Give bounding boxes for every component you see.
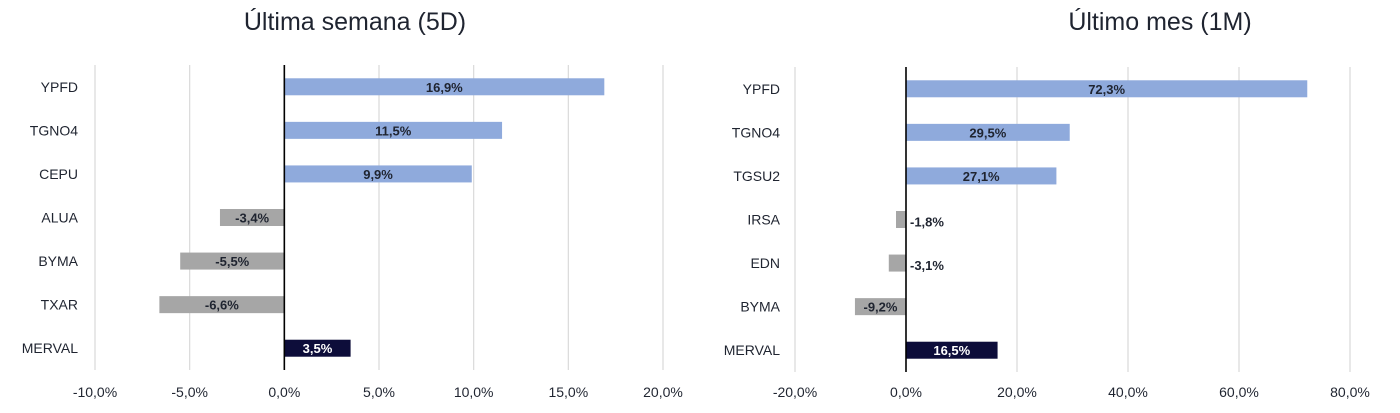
x-tick-label: 10,0% (454, 384, 494, 400)
data-label: 11,5% (375, 123, 412, 138)
category-label: MERVAL (22, 340, 78, 356)
category-label: TXAR (41, 297, 78, 313)
bar-edn (888, 254, 906, 272)
x-tick-label: 40,0% (1108, 384, 1148, 400)
bar-cepu (284, 165, 472, 183)
category-label: IRSA (747, 212, 780, 228)
x-tick-label: 60,0% (1219, 384, 1259, 400)
category-label: EDN (750, 255, 780, 271)
data-label: -1,8% (910, 215, 944, 230)
data-label: 27,1% (963, 169, 1000, 184)
x-tick-label: 0,0% (268, 384, 300, 400)
chart-title-weekly: Última semana (5D) (243, 8, 467, 36)
x-tick-label: 20,0% (643, 384, 683, 400)
data-label: 29,5% (969, 125, 1006, 140)
data-label: 9,9% (363, 167, 393, 182)
bar-tgno4 (906, 123, 1070, 141)
data-label: 3,5% (303, 341, 333, 356)
bar-byma (180, 252, 285, 270)
data-label: -5,5% (215, 254, 249, 269)
bar-byma (854, 298, 906, 316)
x-tick-label: 20,0% (997, 384, 1037, 400)
data-label: -3,4% (235, 211, 269, 226)
bar-chart-monthly: -20,0% 0,0% 20,0% 40,0% 60,0% 80,0% YPFD 72,3% T… (724, 67, 1370, 400)
category-label: TGSU2 (733, 168, 780, 184)
data-label: -3,1% (910, 258, 944, 273)
chart-monthly: Último mes (1M) -20,0% 0,0% 20,0% 40,0% 60,0… (700, 0, 1400, 413)
chart-weekly: Última semana (5D) -10,0% -5,0% 0,0% 5,0% 10… (22, 8, 683, 400)
category-label: BYMA (38, 253, 78, 269)
x-tick-label: -5,0% (171, 384, 208, 400)
category-label: TGNO4 (30, 122, 78, 138)
bar-alua (219, 209, 285, 226)
category-label: YPFD (743, 81, 780, 97)
bar-ypfd (284, 78, 605, 96)
data-label: 72,3% (1088, 82, 1125, 97)
bar-merval (284, 339, 351, 357)
category-label: TGNO4 (732, 124, 780, 140)
bar-tgsu2 (906, 167, 1057, 185)
x-tick-label: 80,0% (1330, 384, 1370, 400)
x-tick-label: 5,0% (363, 384, 395, 400)
category-label: ALUA (41, 210, 78, 226)
x-tick-label: -20,0% (773, 384, 817, 400)
data-label: 16,5% (933, 343, 970, 358)
data-label: -6,6% (205, 298, 239, 313)
category-label: BYMA (740, 299, 780, 315)
bar-tgno4 (284, 121, 503, 139)
bar-merval (906, 341, 998, 359)
bar-txar (159, 296, 285, 314)
data-label: -9,2% (863, 300, 897, 315)
x-tick-label: -10,0% (73, 384, 117, 400)
x-tick-label: 0,0% (890, 384, 922, 400)
chart-title-monthly: Último mes (1M) (1068, 8, 1252, 36)
bar-chart-weekly: -10,0% -5,0% 0,0% 5,0% 10,0% 15,0% 20,0% YPFD 16… (22, 65, 683, 400)
category-label: YPFD (41, 79, 78, 95)
bar-irsa (896, 211, 906, 228)
category-label: MERVAL (724, 342, 780, 358)
x-tick-label: 15,0% (548, 384, 588, 400)
category-label: CEPU (39, 166, 78, 182)
bar-ypfd (906, 80, 1308, 98)
data-label: 16,9% (426, 80, 463, 95)
